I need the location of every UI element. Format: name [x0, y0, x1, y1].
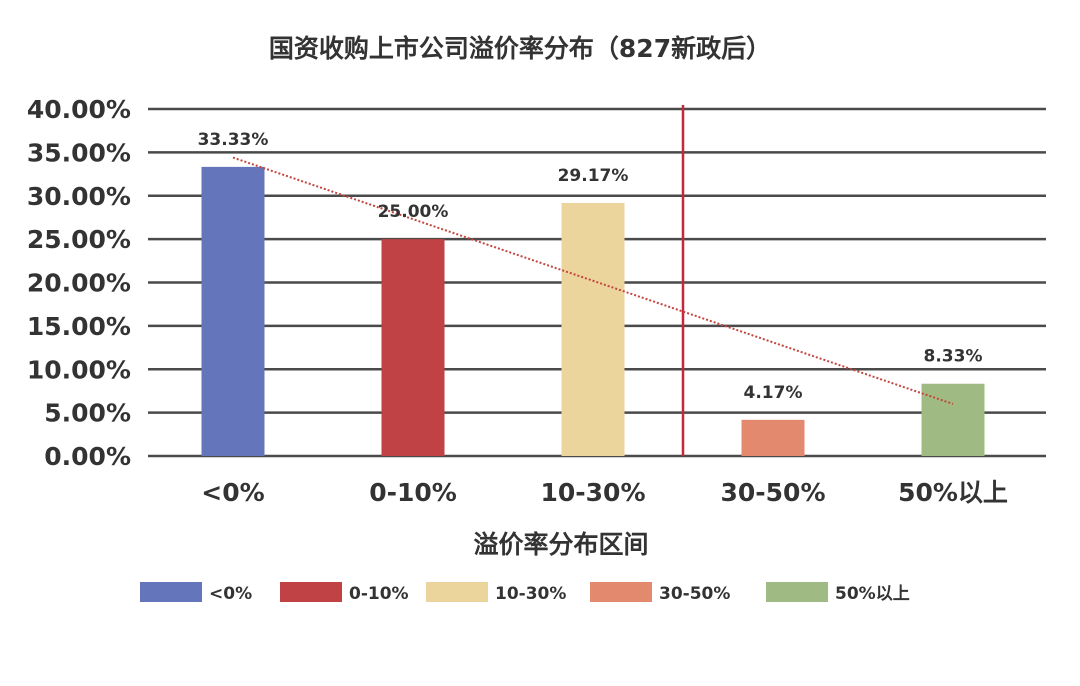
- legend: <0% 0-10% 10-30% 30-50% 50%以上: [140, 582, 910, 604]
- bar: [921, 383, 985, 456]
- y-tick-label: 0.00%: [44, 442, 131, 471]
- legend-label: 50%以上: [835, 584, 910, 604]
- legend-label: 10-30%: [495, 584, 566, 604]
- chart-title: 国资收购上市公司溢价率分布（827新政后）: [269, 34, 771, 63]
- trendline: [232, 156, 954, 405]
- bar: [741, 419, 805, 456]
- trendline: [232, 156, 954, 405]
- x-tick-label: 50%以上: [898, 478, 1008, 507]
- y-tick-label: 20.00%: [27, 269, 131, 298]
- bar: [381, 239, 445, 456]
- y-tick-label: 10.00%: [27, 355, 131, 384]
- legend-label: 30-50%: [659, 584, 730, 604]
- y-tick-label: 5.00%: [44, 399, 131, 428]
- legend-label: 0-10%: [349, 584, 409, 604]
- legend-label: <0%: [209, 584, 252, 604]
- data-label: 33.33%: [198, 130, 269, 150]
- legend-swatch: [426, 582, 488, 602]
- x-tick-label: 0-10%: [369, 478, 457, 507]
- legend-swatch: [280, 582, 342, 602]
- y-tick-label: 15.00%: [27, 312, 131, 341]
- x-axis-label: 溢价率分布区间: [473, 530, 648, 559]
- y-tick-label: 25.00%: [27, 225, 131, 254]
- legend-swatch: [140, 582, 202, 602]
- data-labels: 33.33% 25.00% 29.17% 4.17% 8.33%: [198, 130, 983, 403]
- data-label: 4.17%: [744, 383, 803, 403]
- y-tick-label: 35.00%: [27, 138, 131, 167]
- legend-swatch: [766, 582, 828, 602]
- bar: [201, 166, 265, 456]
- bars: [201, 166, 985, 456]
- y-axis-ticks: 0.00% 5.00% 10.00% 15.00% 20.00% 25.00% 30.00%…: [27, 95, 131, 471]
- bar: [561, 202, 625, 456]
- x-tick-label: <0%: [201, 478, 264, 507]
- x-tick-label: 30-50%: [720, 478, 825, 507]
- y-tick-label: 30.00%: [27, 182, 131, 211]
- data-label: 8.33%: [924, 347, 983, 367]
- legend-swatch: [590, 582, 652, 602]
- y-tick-label: 40.00%: [27, 95, 131, 124]
- x-axis-ticks: <0% 0-10% 10-30% 30-50% 50%以上: [201, 478, 1008, 507]
- data-label: 25.00%: [378, 202, 449, 222]
- x-tick-label: 10-30%: [540, 478, 645, 507]
- data-label: 29.17%: [558, 166, 629, 186]
